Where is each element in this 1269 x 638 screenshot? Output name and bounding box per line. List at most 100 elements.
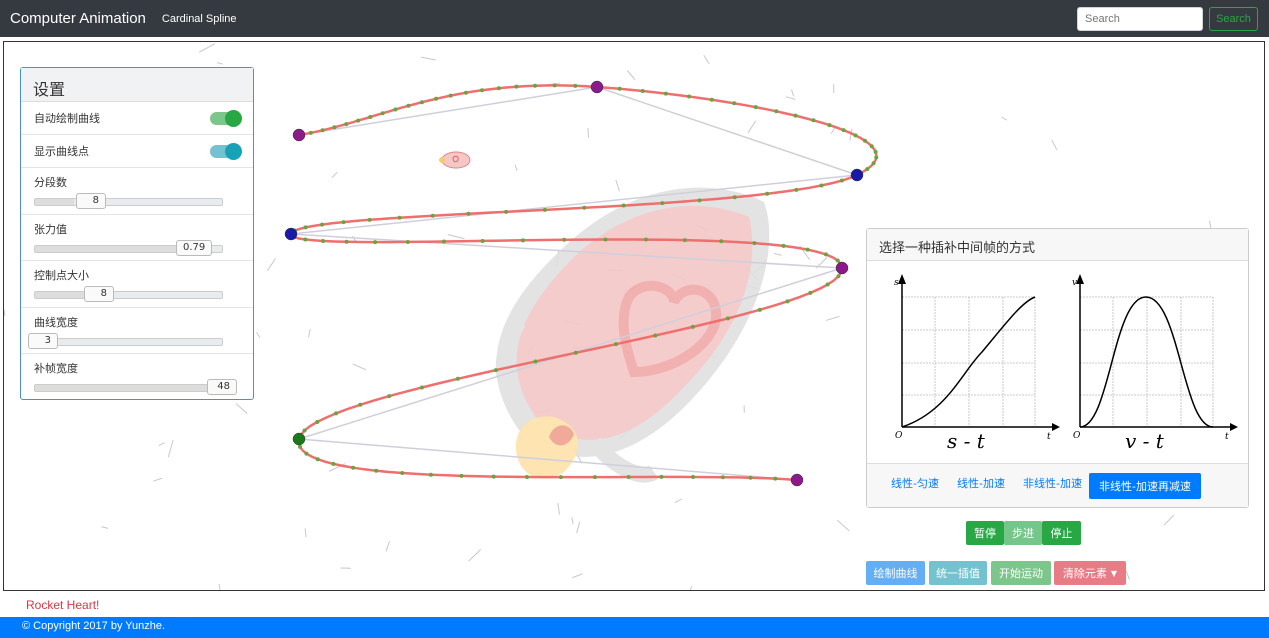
curve-point	[582, 205, 587, 210]
curve-point	[865, 167, 870, 172]
curve-point	[419, 385, 424, 390]
curve-point	[298, 444, 303, 449]
stop-button[interactable]: 停止	[1042, 521, 1081, 545]
slider-row-frame-density: 补帧宽度 48	[21, 354, 253, 401]
segments-slider[interactable]	[34, 198, 223, 206]
clear-elements-label: 清除元素	[1062, 567, 1107, 580]
curve-point	[320, 128, 325, 133]
tension-value[interactable]: 0.79	[176, 239, 213, 256]
curve-point	[823, 252, 828, 257]
draw-curve-button[interactable]: 绘制曲线	[866, 561, 925, 585]
toggle-label: 自动绘制曲线	[34, 112, 100, 125]
tab-linear-accel[interactable]: 线性-加速	[957, 477, 1005, 490]
control-point[interactable]	[292, 128, 306, 142]
curve-point	[356, 118, 361, 123]
auto-draw-switch[interactable]	[210, 109, 242, 127]
curve-point	[805, 247, 810, 252]
caret-down-icon: ▼	[1110, 568, 1118, 578]
curve-point	[304, 451, 309, 456]
curve-point	[660, 201, 665, 206]
svg-text:v - t: v - t	[1125, 429, 1165, 453]
curve-point	[663, 91, 668, 96]
segments-value[interactable]: 8	[76, 193, 106, 209]
curve-point	[358, 402, 363, 407]
rocket-sprite	[439, 151, 471, 169]
curve-point	[321, 238, 326, 243]
curve-point	[781, 243, 786, 248]
tab-linear-uniform[interactable]: 线性-匀速	[891, 477, 939, 490]
control-point[interactable]	[835, 261, 849, 275]
brand[interactable]: Computer Animation	[10, 10, 146, 27]
curve-point	[405, 239, 410, 244]
curve-point	[653, 333, 658, 338]
curve-point	[332, 125, 337, 130]
curve-point	[697, 198, 702, 203]
tension-slider[interactable]	[34, 244, 223, 253]
curve-point	[393, 107, 398, 112]
settings-title: 设置	[21, 68, 253, 102]
curve-point	[466, 211, 471, 216]
navbar: Computer Animation Cardinal Spline Searc…	[0, 0, 1269, 37]
curve-point	[719, 239, 724, 244]
curve-point	[808, 290, 813, 295]
control-point[interactable]	[292, 432, 306, 446]
curve-point	[320, 222, 325, 227]
search-button[interactable]: Search	[1209, 7, 1258, 31]
curve-point	[682, 238, 687, 243]
search-input[interactable]	[1077, 7, 1203, 31]
curve-width-slider[interactable]	[34, 337, 223, 346]
show-points-switch[interactable]	[210, 142, 242, 160]
point-size-slider[interactable]	[34, 291, 223, 299]
curve-point	[380, 111, 385, 116]
curve-point	[773, 476, 778, 481]
step-button[interactable]: 步进	[1004, 521, 1042, 545]
frame-density-slider[interactable]	[34, 384, 223, 392]
curve-point	[303, 225, 308, 230]
nav-link-cardinal-spline[interactable]: Cardinal Spline	[161, 12, 237, 25]
curve-point	[341, 220, 346, 225]
frame-density-value[interactable]: 48	[207, 379, 237, 395]
curve-point	[765, 191, 770, 196]
spline-canvas[interactable]	[4, 42, 1265, 591]
point-size-value[interactable]: 8	[84, 286, 114, 302]
clear-elements-dropdown[interactable]: 清除元素 ▼	[1054, 561, 1126, 585]
settings-panel: 设置 自动绘制曲线 显示曲线点 分段数 8 张力值 0.79 控制点大小 8 曲…	[20, 67, 254, 400]
curve-width-value[interactable]: 3	[28, 332, 58, 349]
copyright-footer: © Copyright 2017 by Yunzhe.	[0, 617, 1269, 638]
curve-point	[514, 84, 519, 89]
rocket-heart-label: Rocket Heart!	[26, 598, 100, 612]
curve-point	[873, 149, 878, 154]
curve-point	[480, 238, 485, 243]
control-point[interactable]	[284, 227, 298, 241]
curve-point	[640, 88, 645, 93]
curve-point	[659, 474, 664, 479]
svg-text:t: t	[1047, 432, 1051, 442]
curve-point	[344, 239, 349, 244]
curve-point	[480, 88, 485, 93]
control-point[interactable]	[850, 168, 864, 182]
curve-point	[368, 114, 373, 119]
curve-point	[794, 187, 799, 192]
curve-point	[428, 472, 433, 477]
curve-point	[841, 128, 846, 133]
curve-point	[626, 475, 631, 480]
curve-point	[334, 411, 339, 416]
curve-point	[315, 457, 320, 462]
curve-point	[524, 474, 529, 479]
curve-point	[351, 465, 356, 470]
tab-nonlinear-accel-decel[interactable]: 非线性-加速再减速	[1089, 473, 1201, 499]
uniform-interp-button[interactable]: 统一插值	[929, 561, 987, 585]
tab-nonlinear-accel[interactable]: 非线性-加速	[1023, 477, 1082, 490]
control-point[interactable]	[790, 473, 804, 487]
curve-point	[690, 324, 695, 329]
curve-point	[825, 282, 830, 287]
curve-point	[592, 475, 597, 480]
curve-point	[387, 394, 392, 399]
pause-button[interactable]: 暂停	[966, 521, 1004, 545]
curve-point	[836, 274, 841, 279]
control-point[interactable]	[590, 80, 604, 94]
rocket-background-image	[495, 187, 770, 483]
start-motion-button[interactable]: 开始运动	[991, 561, 1051, 585]
slider-label: 曲线宽度	[34, 315, 78, 329]
canvas-stage[interactable]	[3, 41, 1265, 591]
